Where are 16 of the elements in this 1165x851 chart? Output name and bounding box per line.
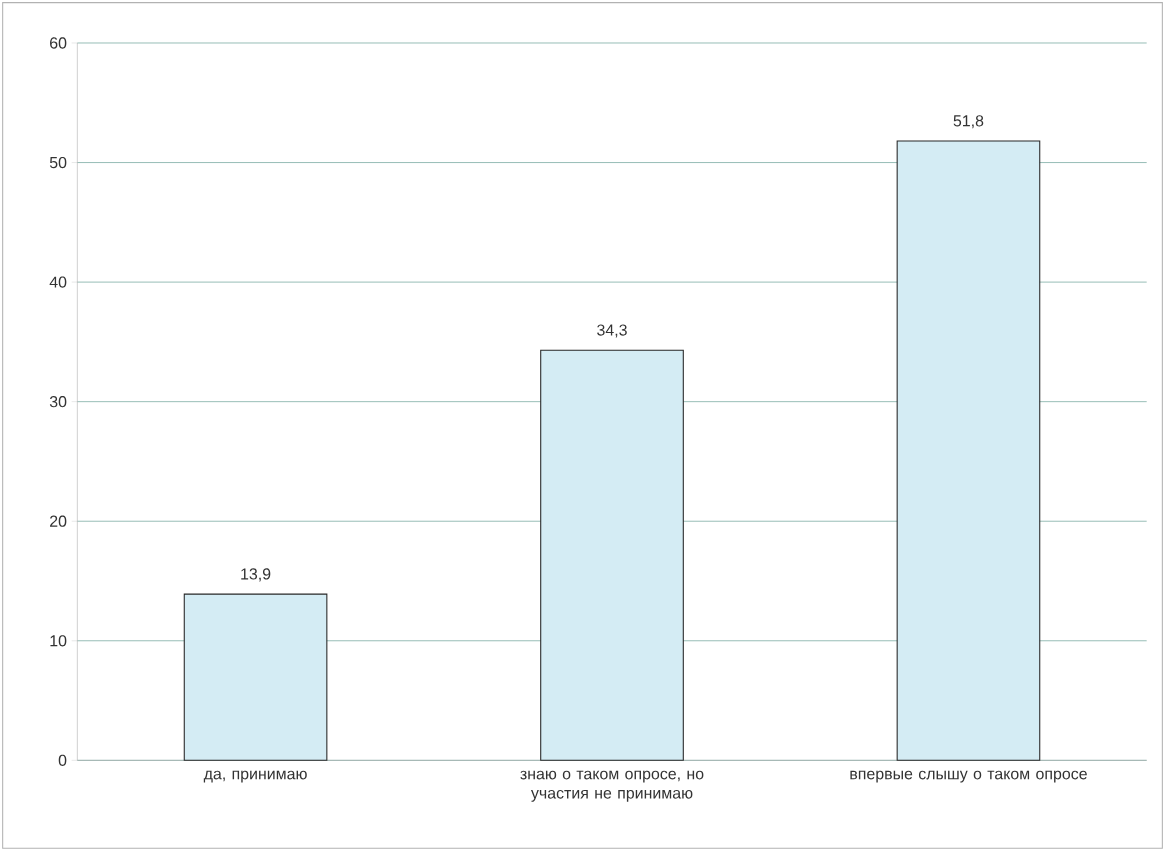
data-label: 34,3 [597,324,627,338]
y-tick-label: 40 [49,276,67,288]
x-tick-label: знаю о таком опросе, но участия не принимаю [520,770,704,802]
bar [540,349,684,761]
y-tick-label: 50 [49,156,67,169]
y-tick-label: 20 [50,515,67,527]
y-tick-label: 10 [50,635,67,647]
data-label: 13,9 [241,568,271,582]
x-tick-label: да, принимаю [203,770,307,783]
data-label: 51,8 [953,115,984,129]
y-tick-label: 0 [58,754,67,766]
y-tick-label: 60 [50,37,67,49]
y-tick-label: 30 [49,396,67,408]
bar [896,140,1041,761]
x-tick-label: впервые слышу о таком опросе [850,770,1087,783]
bar [183,593,328,761]
